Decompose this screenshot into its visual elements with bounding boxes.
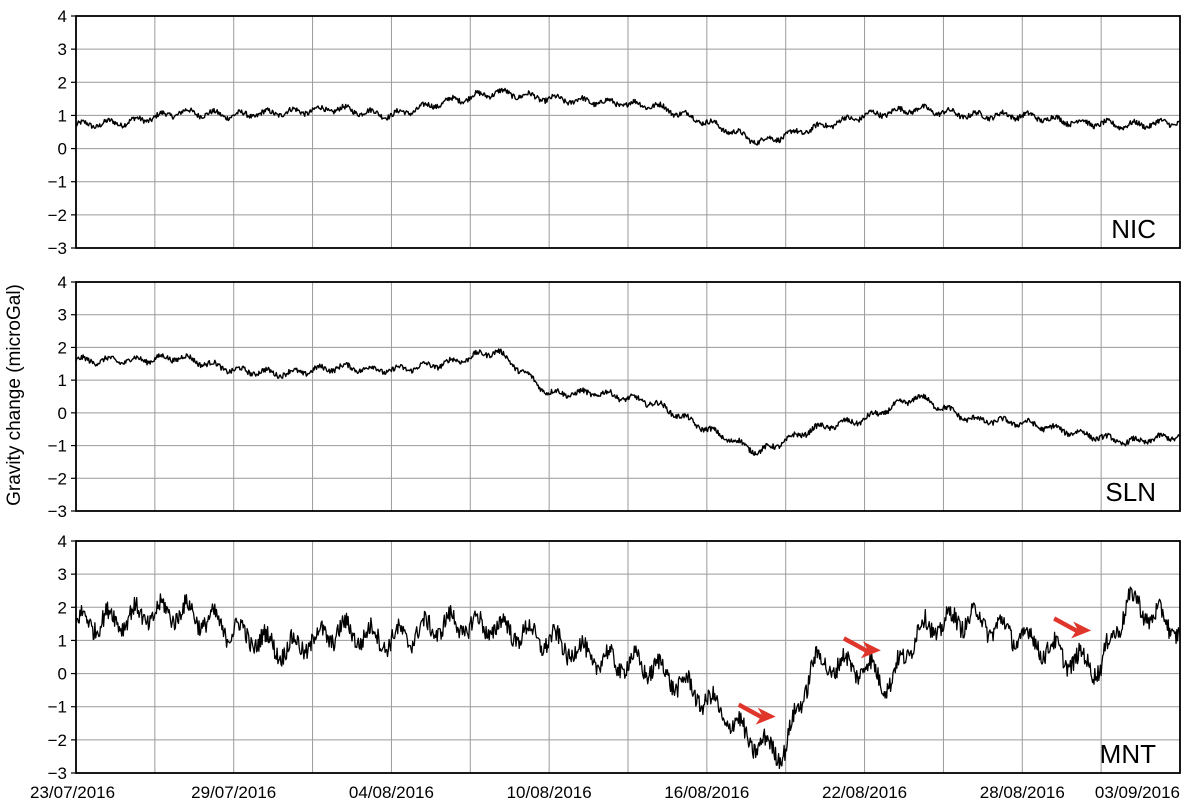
panel-nic: −3 −2 −1 0 1 2 3 4 NIC xyxy=(48,7,1181,258)
y-tick-label: −3 xyxy=(48,502,67,521)
y-tick-label: −3 xyxy=(48,239,67,258)
y-tick-label: 4 xyxy=(58,7,67,26)
y-tick-label: 3 xyxy=(58,565,67,584)
panel-frame xyxy=(75,540,1181,774)
panel-label: SLN xyxy=(1105,477,1156,507)
y-tick-label: 0 xyxy=(58,140,67,159)
y-tick-label: 1 xyxy=(58,106,67,125)
x-axis-ticks: 23/07/2016 29/07/2016 04/08/2016 10/08/2016… xyxy=(30,783,1180,802)
red-arrow-annotation xyxy=(737,702,776,725)
series-line-mnt xyxy=(75,586,1181,770)
y-tick-label: 4 xyxy=(58,532,67,551)
x-tick-label: 28/08/2016 xyxy=(980,783,1065,802)
y-tick-label: −1 xyxy=(48,173,67,192)
arrow-shape xyxy=(737,702,776,725)
arrow-shape xyxy=(1053,616,1092,639)
y-tick-label: 3 xyxy=(58,306,67,325)
x-tick-label: 04/08/2016 xyxy=(349,783,434,802)
grid xyxy=(75,540,1181,774)
y-tick-label: −1 xyxy=(48,698,67,717)
y-tick-label: 1 xyxy=(58,631,67,650)
x-tick-label: 22/08/2016 xyxy=(822,783,907,802)
panel-label: MNT xyxy=(1100,739,1156,769)
red-arrow-annotation xyxy=(842,636,881,659)
y-tick-label: −2 xyxy=(48,206,67,225)
series-line-nic xyxy=(75,87,1181,146)
y-tick-label: −2 xyxy=(48,469,67,488)
y-tick-label: 0 xyxy=(58,404,67,423)
y-axis-label: Gravity change (microGal) xyxy=(4,284,25,506)
y-tick-label: −1 xyxy=(48,437,67,456)
y-tick-label: 2 xyxy=(58,73,67,92)
panel-frame xyxy=(75,15,1181,249)
y-tick-label: −3 xyxy=(48,764,67,783)
x-tick-label: 10/08/2016 xyxy=(507,783,592,802)
panel-frame xyxy=(75,281,1181,512)
y-tick-label: 3 xyxy=(58,40,67,59)
panel-mnt: −3 −2 −1 0 1 2 3 4 MNT xyxy=(48,532,1181,783)
panel-label: NIC xyxy=(1111,214,1156,244)
y-tick-label: 1 xyxy=(58,371,67,390)
chart-panels: −3 −2 −1 0 1 2 3 4 NIC −3 −2 −1 0 1 2 3 4 SLN −3 −2 −1 0 1 2 3 4 M… xyxy=(48,7,1181,783)
series-line-sln xyxy=(75,348,1181,456)
x-tick-label: 03/09/2016 xyxy=(1095,783,1180,802)
x-tick-label: 16/08/2016 xyxy=(664,783,749,802)
red-arrow-annotation xyxy=(1053,616,1092,639)
y-tick-label: 0 xyxy=(58,665,67,684)
y-tick-label: 2 xyxy=(58,598,67,617)
arrow-shape xyxy=(842,636,881,659)
y-tick-label: 4 xyxy=(58,273,67,292)
y-axis-label-group: Gravity change (microGal) xyxy=(4,284,25,506)
y-tick-label: 2 xyxy=(58,338,67,357)
grid xyxy=(75,15,1181,249)
x-tick-label: 23/07/2016 xyxy=(30,783,115,802)
y-tick-label: −2 xyxy=(48,731,67,750)
panel-sln: −3 −2 −1 0 1 2 3 4 SLN xyxy=(48,273,1181,521)
x-tick-label: 29/07/2016 xyxy=(191,783,276,802)
